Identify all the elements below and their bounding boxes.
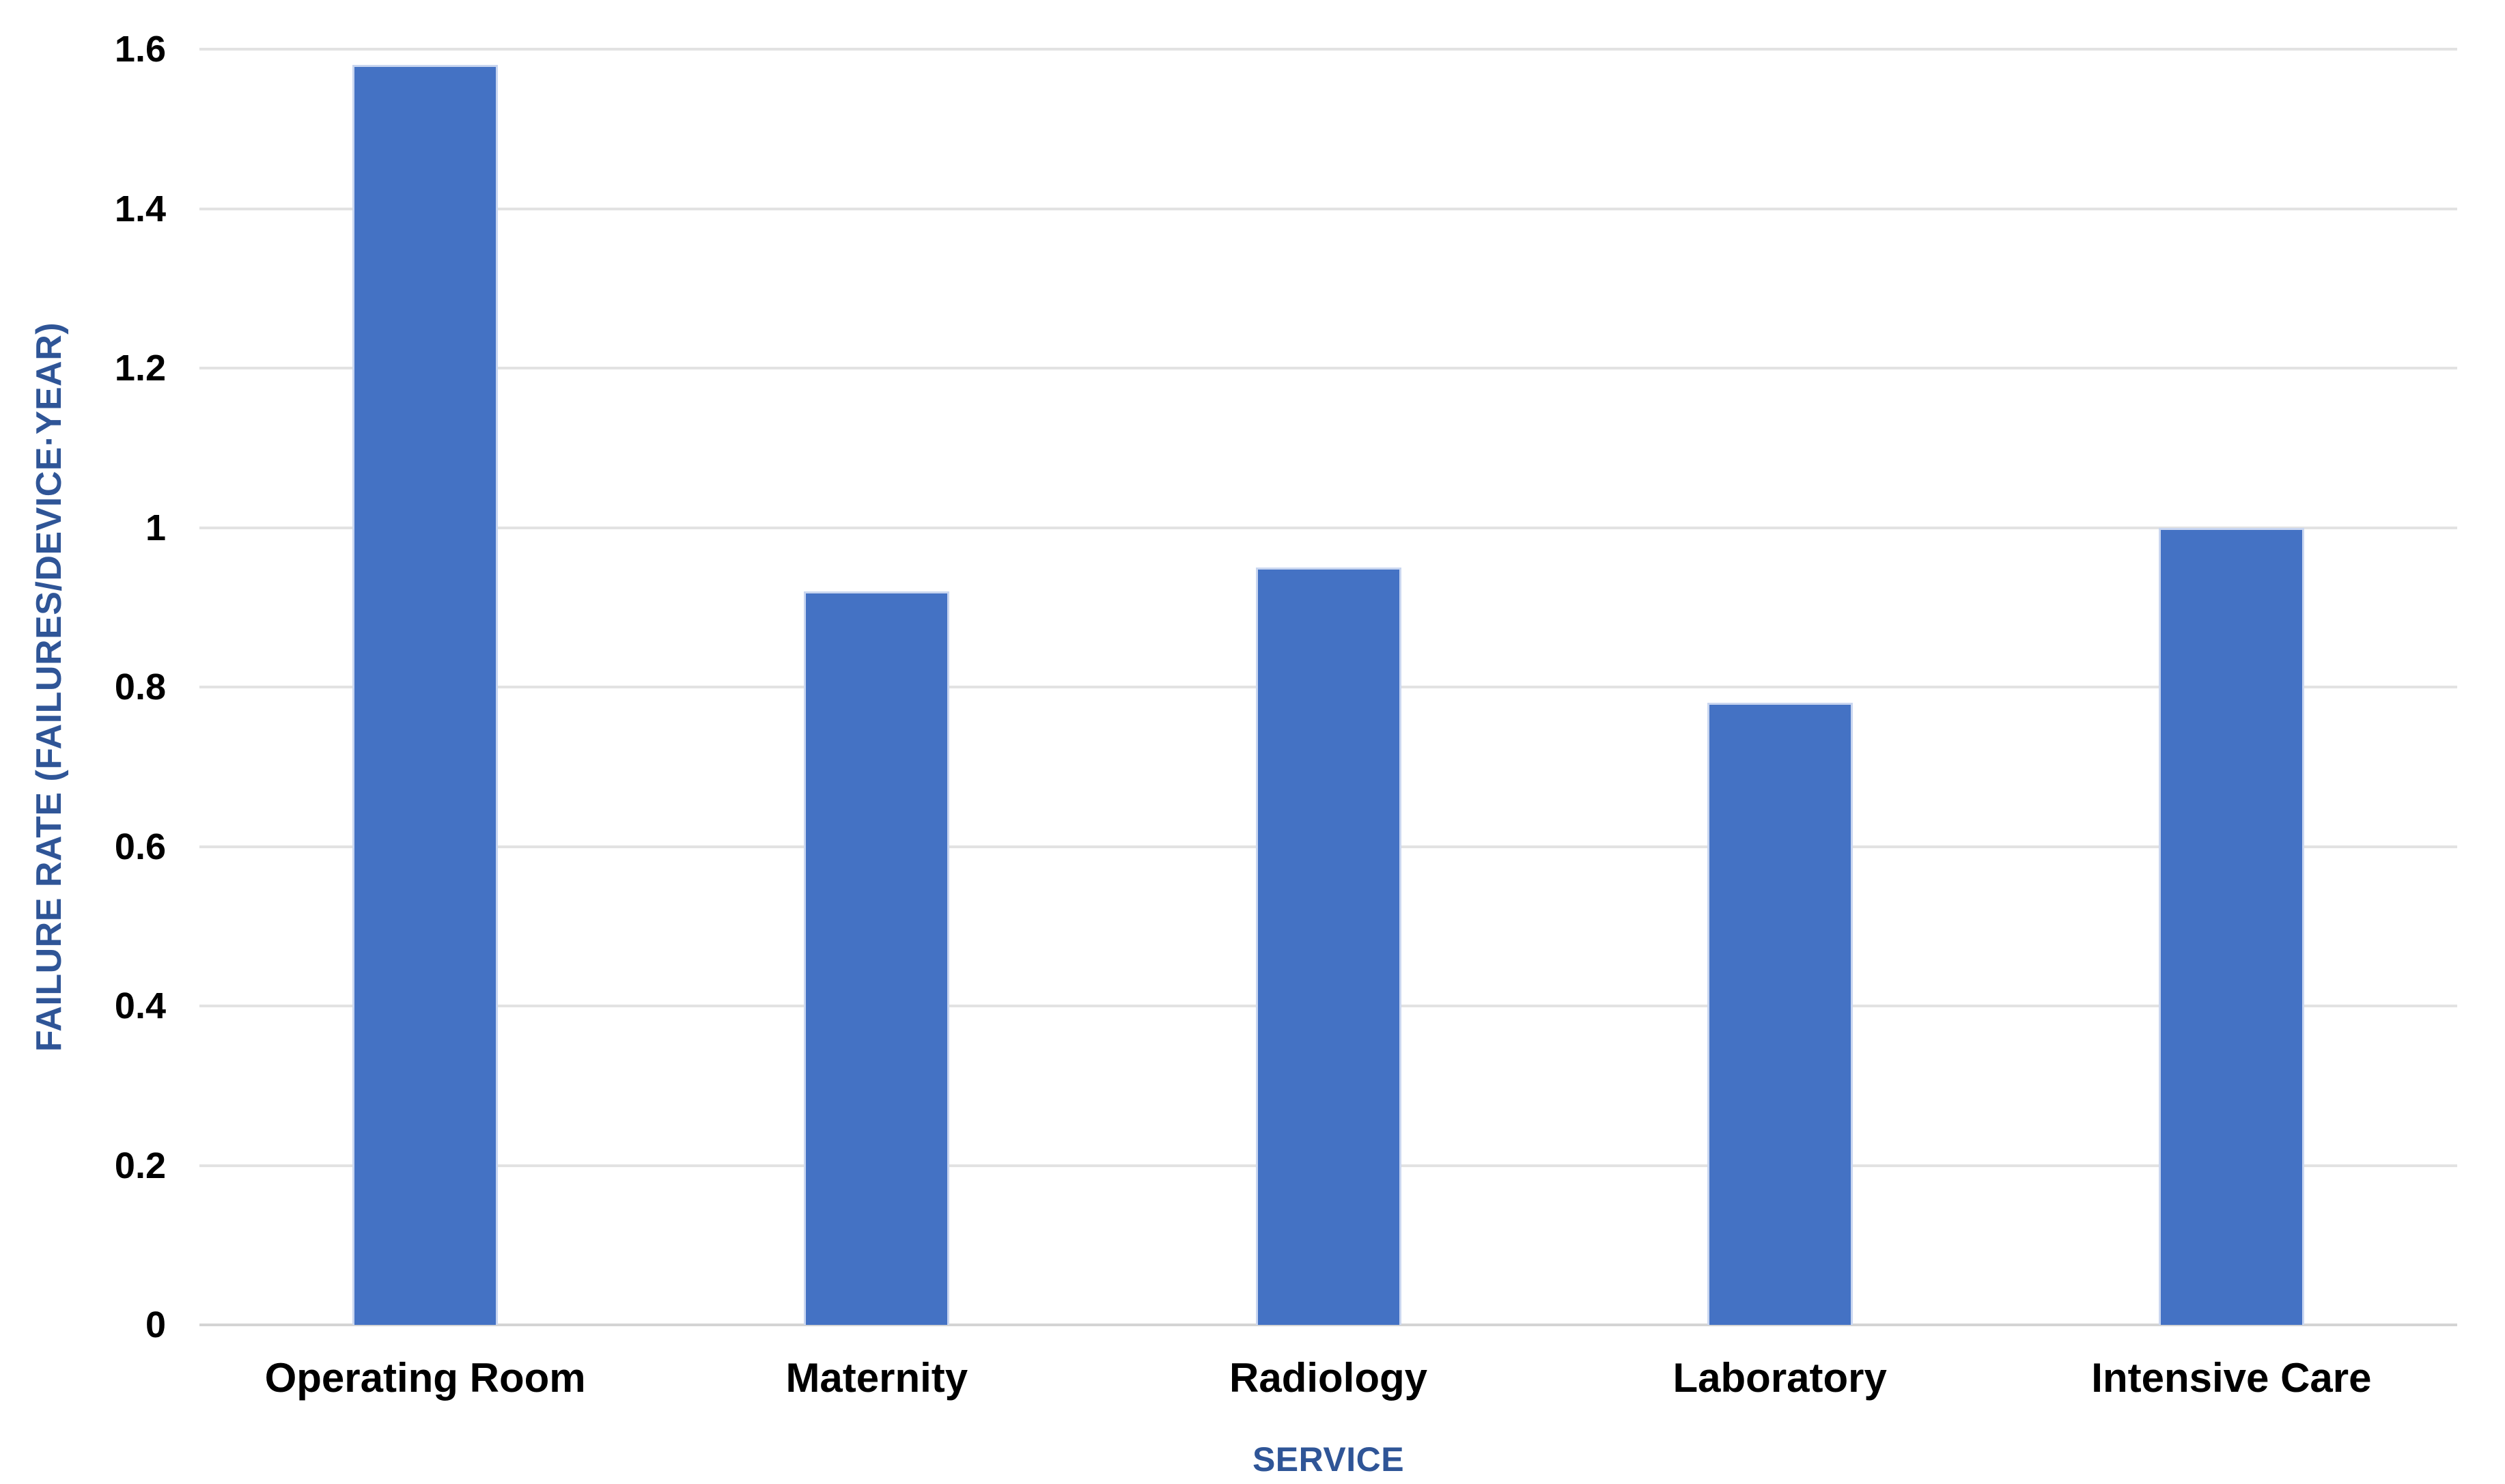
x-category-label: Maternity — [785, 1355, 968, 1401]
bar-maternity — [804, 591, 950, 1325]
y-tick-label: 1.2 — [114, 348, 166, 389]
bar-laboratory — [1707, 703, 1853, 1325]
y-tick-label: 0.8 — [114, 667, 166, 708]
x-axis-baseline — [199, 1324, 2457, 1326]
x-category-label: Intensive Care — [2091, 1355, 2372, 1401]
y-tick-label: 1 — [145, 507, 166, 548]
y-tick-label: 0.4 — [114, 985, 166, 1026]
x-category-label: Operating Room — [264, 1355, 586, 1401]
bar-intensive-care — [2158, 527, 2304, 1325]
y-tick-label: 0 — [145, 1304, 166, 1345]
bar-radiology — [1255, 567, 1401, 1325]
plot-area — [199, 48, 2457, 1326]
x-category-label: Laboratory — [1673, 1355, 1887, 1401]
x-category-label: Radiology — [1229, 1355, 1428, 1401]
x-axis-title: SERVICE — [1252, 1440, 1405, 1479]
gridline — [199, 48, 2457, 51]
y-tick-label: 0.6 — [114, 826, 166, 867]
bar-operating-room — [352, 65, 499, 1325]
gridline — [199, 367, 2457, 369]
gridline — [199, 526, 2457, 529]
y-tick-label: 0.2 — [114, 1145, 166, 1186]
y-tick-label: 1.6 — [114, 29, 166, 70]
gridline — [199, 207, 2457, 210]
y-tick-label: 1.4 — [114, 188, 166, 229]
